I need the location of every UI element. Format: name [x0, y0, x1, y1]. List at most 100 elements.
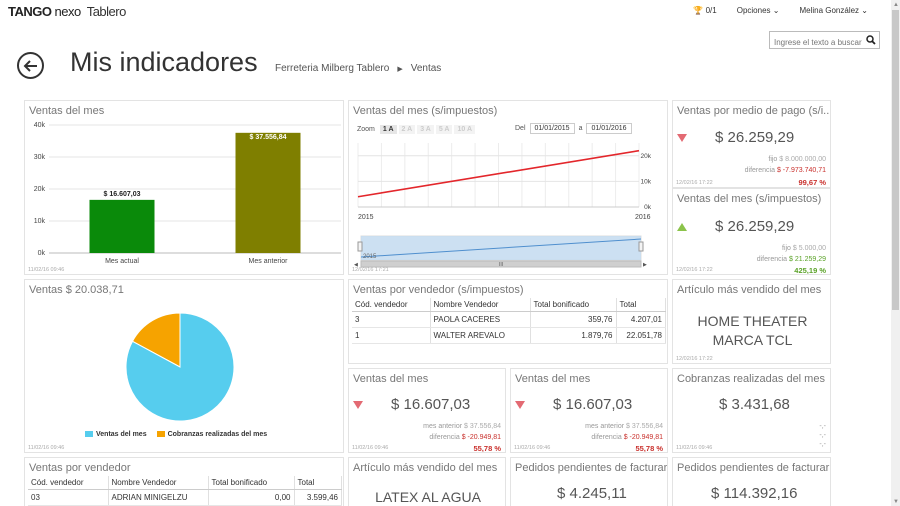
chevron-down-icon: ⌄: [772, 6, 780, 15]
pie-slice[interactable]: [131, 312, 181, 368]
column-header[interactable]: Nombre Vendedor: [430, 298, 531, 312]
kpi-fixed: fijo $ 5.000,00: [782, 245, 826, 252]
x-tick-label: 2016: [635, 214, 651, 221]
y-tick-label: 20k: [641, 153, 652, 160]
kpi-percent: 99,67 %: [798, 178, 826, 187]
breadcrumb-item[interactable]: Ferreteria Milberg Tablero: [275, 63, 390, 74]
navigator-line: [360, 238, 642, 258]
column-header[interactable]: Total bonificado: [208, 476, 295, 490]
options-label: Opciones: [736, 6, 771, 15]
table-cell: 1: [352, 327, 431, 344]
zoom-3a-button[interactable]: 3 A: [417, 125, 434, 134]
x-tick-label: 2015: [358, 214, 374, 221]
panel-title: Ventas por vendedor (s/impuestos): [353, 284, 524, 296]
fixed-label: fijo: [782, 245, 791, 252]
top-product: LATEX AL AGUA: [375, 489, 481, 505]
difference-value: $ -7.973.740,71: [776, 167, 826, 174]
chevron-down-icon: ⌄: [861, 6, 868, 15]
zoom-bar: Zoom 1 A 2 A 3 A 5 A 10 A: [357, 125, 475, 134]
kpi-percent: 55,78 %: [473, 444, 501, 453]
zoom-5a-button[interactable]: 5 A: [435, 125, 453, 134]
trophy-indicator[interactable]: 🏆 0/1: [693, 6, 716, 15]
from-date-input[interactable]: 01/01/2015: [529, 123, 575, 134]
scrollbar-thumb[interactable]: [892, 10, 899, 310]
scroll-left-icon: ◀: [354, 262, 358, 268]
trend-up-icon: [677, 223, 687, 231]
column-header[interactable]: Total: [616, 298, 666, 312]
zoom-2a-button[interactable]: 2 A: [398, 125, 416, 134]
panel-title: Ventas del mes: [29, 105, 105, 117]
table-header-row: Cód. vendedor Nombre Vendedor Total boni…: [352, 298, 666, 312]
scrollbar-grip-icon: III: [499, 262, 503, 268]
scroll-up-icon[interactable]: ▲: [893, 2, 899, 8]
column-header[interactable]: Nombre Vendedor: [108, 476, 209, 490]
table-cell: 3.599,46: [294, 489, 342, 506]
difference-value: $ 21.259,29: [789, 256, 826, 263]
user-menu[interactable]: Melina González ⌄: [799, 6, 868, 15]
difference-value: $ -20.949,81: [461, 434, 501, 441]
kpi-value: $ 3.431,68: [719, 396, 790, 413]
legend-swatch: [85, 431, 93, 438]
y-tick-label: 0k: [38, 250, 46, 257]
navigator-handle-left[interactable]: [357, 241, 363, 252]
fixed-label: fijo: [768, 156, 778, 163]
bar[interactable]: [89, 199, 155, 253]
table-cell: ADRIAN MINIGELZU: [108, 489, 209, 506]
column-header[interactable]: Cód. vendedor: [352, 298, 431, 312]
x-tick-label: Mes anterior: [249, 258, 289, 265]
panel-ventas-pie: Ventas $ 20.038,71 Ventas del mes Cobran…: [24, 279, 344, 453]
previous-label: mes anterior: [585, 423, 625, 430]
pie-chart: [125, 312, 235, 422]
kpi-difference: diferencia $ -20.949,81: [591, 434, 663, 441]
timestamp: 11/02/16 09:46: [514, 445, 551, 451]
kpi-placeholder: -,-: [819, 423, 826, 430]
x-tick-label: Mes actual: [105, 258, 139, 265]
column-header[interactable]: Total: [294, 476, 342, 490]
brand-logo[interactable]: TANGO nexo Tablero: [8, 4, 126, 19]
search-input[interactable]: [770, 34, 862, 51]
previous-value: $ 37.556,84: [464, 423, 501, 430]
legend-item[interactable]: Cobranzas realizadas del mes: [156, 431, 267, 438]
panel-pedidos-1: Pedidos pendientes de facturar $ 4.245,1…: [510, 457, 668, 506]
legend-item[interactable]: Ventas del mes: [85, 431, 147, 438]
breadcrumb: Ferreteria Milberg Tablero ▶ Ventas: [275, 63, 441, 74]
options-menu[interactable]: Opciones ⌄: [737, 6, 780, 15]
navigator-handle-right[interactable]: [638, 241, 644, 252]
panel-title: Ventas del mes (s/impuestos): [677, 193, 822, 205]
fixed-value: $ 8.000.000,00: [779, 156, 826, 163]
table-row[interactable]: 03 ADRIAN MINIGELZU 0,00 3.599,46: [28, 489, 342, 506]
panel-title: Ventas por medio de pago (s/i...: [677, 105, 831, 117]
trend-down-icon: [353, 401, 363, 409]
panel-ventas-vendedor-sin-imp: Ventas por vendedor (s/impuestos) Cód. v…: [348, 279, 668, 364]
navigator-scrollbar[interactable]: [360, 260, 642, 268]
scroll-down-icon[interactable]: ▼: [893, 499, 899, 505]
bar[interactable]: [235, 132, 301, 253]
table-row[interactable]: 1 WALTER AREVALO 1.879,76 22.051,78: [352, 327, 666, 344]
panel-pedidos-2: Pedidos pendientes de facturar $ 114.392…: [672, 457, 831, 506]
kpi-value: $ 4.245,11: [557, 485, 627, 502]
difference-label: diferencia: [744, 167, 775, 174]
to-date-input[interactable]: 01/01/2016: [586, 123, 632, 134]
zoom-1a-button[interactable]: 1 A: [379, 125, 397, 134]
timestamp: 12/02/16 17:22: [676, 180, 713, 186]
previous-label: mes anterior: [423, 423, 463, 430]
table-row[interactable]: 3 PAOLA CACERES 359,76 4.207,01: [352, 311, 666, 328]
bar-chart: 0k 10k 20k 30k 40k $ 16.607,03 Mes actual $ 37.…: [34, 122, 341, 265]
kpi-value: $ 16.607,03: [391, 396, 471, 413]
panel-ventas-mes-kpi-a: Ventas del mes $ 16.607,03 mes anterior …: [348, 368, 506, 453]
search-icon[interactable]: [866, 35, 876, 45]
timestamp: 11/02/16 09:46: [676, 445, 713, 451]
search-box: [769, 31, 880, 51]
table-cell: 0,00: [208, 489, 295, 506]
column-header[interactable]: Cód. vendedor: [28, 476, 109, 490]
pie-slice[interactable]: [125, 312, 235, 422]
table-cell: 1.879,76: [530, 327, 617, 344]
column-header[interactable]: Total bonificado: [530, 298, 617, 312]
panel-articulo-top: Artículo más vendido del mes HOME THEATE…: [672, 279, 831, 364]
zoom-10a-button[interactable]: 10 A: [454, 125, 475, 134]
back-button[interactable]: [17, 52, 44, 79]
breadcrumb-item[interactable]: Ventas: [410, 63, 442, 74]
zoom-label: Zoom: [357, 126, 375, 133]
panel-title: Ventas del mes: [515, 373, 591, 385]
page-scrollbar[interactable]: ▲ ▼: [891, 0, 900, 506]
